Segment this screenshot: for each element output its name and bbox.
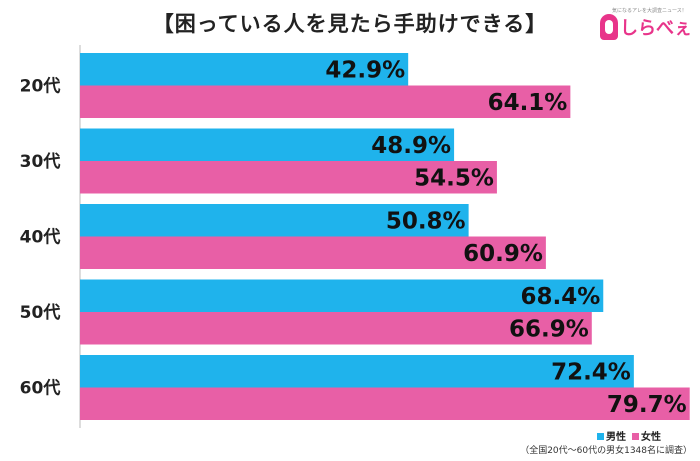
data-label-male: 72.4% [551, 359, 631, 385]
brand-logo: 気になるアレを大調査ニュース！ しらべぇ [598, 6, 692, 44]
data-label-female: 54.5% [414, 165, 494, 191]
bar-female [80, 236, 546, 269]
legend: 男性 女性 [597, 428, 667, 443]
legend-label-male: 男性 [606, 432, 626, 443]
legend-item-male: 男性 [597, 432, 626, 443]
bar-female [80, 85, 571, 118]
data-label-male: 68.4% [520, 284, 600, 310]
bar-female [80, 161, 497, 194]
logo-tagline: 気になるアレを大調査ニュース！ [612, 8, 687, 14]
logo-wordmark: しらべぇ [620, 18, 692, 39]
category-label: 30代 [20, 151, 61, 172]
bar-female [80, 387, 690, 420]
data-label-male: 42.9% [325, 57, 405, 83]
data-label-female: 64.1% [488, 90, 568, 116]
bar-male [80, 279, 604, 312]
legend-label-female: 女性 [641, 432, 661, 443]
data-label-male: 50.8% [386, 208, 466, 234]
category-label: 40代 [20, 227, 61, 248]
data-label-female: 79.7% [607, 392, 687, 418]
chart-title: 【困っている人を見たら手助けできる】 [152, 12, 548, 36]
legend-swatch-female [632, 433, 639, 440]
legend-item-female: 女性 [632, 432, 661, 443]
bar-male [80, 204, 469, 237]
bar-male [80, 128, 455, 161]
data-label-female: 66.9% [509, 316, 589, 342]
bar-female [80, 312, 592, 345]
category-label: 20代 [20, 76, 61, 97]
category-label: 50代 [20, 302, 61, 323]
legend-swatch-male [597, 433, 604, 440]
footnote: （全国20代～60代の男女1348名に調査） [520, 446, 692, 456]
category-label: 60代 [20, 378, 61, 399]
data-label-male: 48.9% [371, 133, 451, 159]
bar-male [80, 355, 634, 388]
data-label-female: 60.9% [463, 241, 543, 267]
logo-mark-icon [600, 14, 618, 40]
bar-male [80, 53, 409, 86]
